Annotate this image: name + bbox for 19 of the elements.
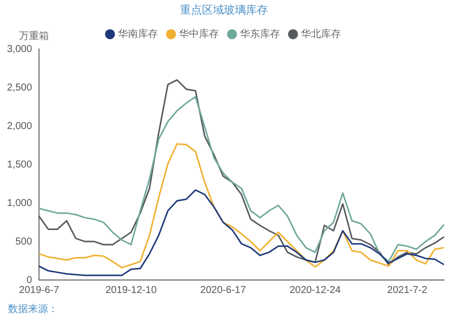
y-tick-label: 3,000 <box>6 44 32 55</box>
y-tick-label: 2,500 <box>6 82 32 94</box>
x-tick-label: 2020-12-24 <box>290 284 342 296</box>
y-tick-label: 0 <box>26 274 32 286</box>
y-tick-label: 1,500 <box>6 159 32 170</box>
x-tick-label: 2019-6-7 <box>19 284 60 296</box>
x-tick-label: 2020-6-17 <box>200 284 246 296</box>
x-tick-label: 2019-12-10 <box>105 284 158 296</box>
x-tick-label: 2021-7-2 <box>387 284 428 296</box>
y-tick-label: 1,000 <box>6 198 32 209</box>
chart-title: 重点区域玻璃库存 <box>180 3 268 16</box>
legend-label: 华东库存 <box>240 28 280 40</box>
legend-label: 华北库存 <box>301 28 341 40</box>
y-tick-label: 2,000 <box>6 120 32 132</box>
y-axis-title: 万重箱 <box>19 30 50 42</box>
legend-label: 华南库存 <box>118 28 158 40</box>
source-note: 数据来源： <box>8 302 58 316</box>
y-tick-label: 500 <box>15 236 32 248</box>
legend-label: 华中库存 <box>179 28 219 40</box>
